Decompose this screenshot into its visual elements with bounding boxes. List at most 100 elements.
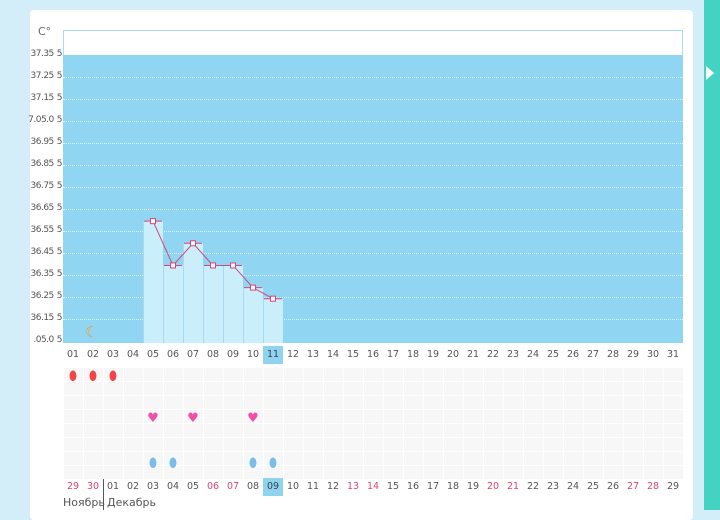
y-tick-label: 36.65 5 bbox=[22, 203, 63, 213]
cycle-day-label[interactable]: 16 bbox=[406, 481, 420, 492]
day-label[interactable]: 25 bbox=[546, 349, 560, 360]
cycle-day-label[interactable]: 28 bbox=[646, 481, 660, 492]
day-label[interactable]: 03 bbox=[106, 349, 120, 360]
y-tick-label: 36.75 5 bbox=[22, 181, 63, 191]
y-tick-suffix: 5 bbox=[56, 313, 63, 323]
day-label[interactable]: 09 bbox=[226, 349, 240, 360]
temperature-bar[interactable] bbox=[143, 221, 163, 343]
heart-icon: ♥ bbox=[187, 411, 199, 426]
cycle-day-label[interactable]: 07 bbox=[226, 481, 240, 492]
cycle-day-label[interactable]: 14 bbox=[366, 481, 380, 492]
day-label[interactable]: 24 bbox=[526, 349, 540, 360]
temperature-bar[interactable] bbox=[243, 287, 263, 343]
cycle-day-label[interactable]: 13 bbox=[346, 481, 360, 492]
cycle-day-label[interactable]: 22 bbox=[526, 481, 540, 492]
temp-point bbox=[190, 240, 196, 247]
y-tick-suffix: 5 bbox=[56, 225, 63, 235]
temperature-plot[interactable] bbox=[63, 55, 683, 343]
day-label[interactable]: 06 bbox=[166, 349, 180, 360]
symptom-grid[interactable] bbox=[63, 367, 683, 480]
day-label[interactable]: 05 bbox=[146, 349, 160, 360]
cycle-day-label[interactable]: 09 bbox=[263, 478, 283, 496]
egg-icon: ⬮ bbox=[248, 456, 258, 471]
day-label[interactable]: 28 bbox=[606, 349, 620, 360]
day-label[interactable]: 11 bbox=[263, 346, 283, 364]
arrow-right-icon[interactable] bbox=[706, 66, 714, 80]
cycle-day-label[interactable]: 01 bbox=[106, 481, 120, 492]
cycle-day-label[interactable]: 24 bbox=[566, 481, 580, 492]
cycle-day-label[interactable]: 30 bbox=[86, 481, 100, 492]
day-label[interactable]: 18 bbox=[406, 349, 420, 360]
cycle-day-label[interactable]: 08 bbox=[246, 481, 260, 492]
cycle-day-label[interactable]: 04 bbox=[166, 481, 180, 492]
moon-icon: ☾ bbox=[85, 323, 99, 341]
y-tick-text: 36.25 bbox=[30, 291, 55, 301]
temp-point bbox=[270, 295, 276, 302]
cycle-day-label[interactable]: 29 bbox=[66, 481, 80, 492]
day-label[interactable]: 13 bbox=[306, 349, 320, 360]
day-label[interactable]: 21 bbox=[466, 349, 480, 360]
y-tick-suffix: 5 bbox=[56, 93, 63, 103]
egg-icon: ⬮ bbox=[148, 456, 158, 471]
cycle-day-label[interactable]: 23 bbox=[546, 481, 560, 492]
temp-point bbox=[150, 218, 156, 225]
y-tick-suffix: 5 bbox=[56, 115, 63, 125]
cycle-day-label[interactable]: 10 bbox=[286, 481, 300, 492]
day-label[interactable]: 30 bbox=[646, 349, 660, 360]
gridline bbox=[63, 77, 683, 78]
day-label[interactable]: 08 bbox=[206, 349, 220, 360]
gridline bbox=[63, 143, 683, 144]
cycle-day-label[interactable]: 26 bbox=[606, 481, 620, 492]
gridline bbox=[63, 275, 683, 276]
day-label[interactable]: 26 bbox=[566, 349, 580, 360]
temperature-bar[interactable] bbox=[203, 265, 223, 343]
y-tick-suffix: 5 bbox=[56, 159, 63, 169]
day-label[interactable]: 10 bbox=[246, 349, 260, 360]
cycle-day-label[interactable]: 12 bbox=[326, 481, 340, 492]
chart-header-box bbox=[63, 30, 683, 55]
day-label[interactable]: 16 bbox=[366, 349, 380, 360]
day-label[interactable]: 17 bbox=[386, 349, 400, 360]
y-tick-suffix: 5 bbox=[56, 335, 63, 345]
day-label[interactable]: 20 bbox=[446, 349, 460, 360]
cycle-day-label[interactable]: 05 bbox=[186, 481, 200, 492]
cycle-day-label[interactable]: 02 bbox=[126, 481, 140, 492]
cycle-day-label[interactable]: 19 bbox=[466, 481, 480, 492]
cycle-day-label[interactable]: 11 bbox=[306, 481, 320, 492]
gridline bbox=[63, 187, 683, 188]
day-label[interactable]: 23 bbox=[506, 349, 520, 360]
day-label[interactable]: 12 bbox=[286, 349, 300, 360]
day-label[interactable]: 04 bbox=[126, 349, 140, 360]
cycle-day-label[interactable]: 20 bbox=[486, 481, 500, 492]
cycle-day-label[interactable]: 25 bbox=[586, 481, 600, 492]
temperature-bar[interactable] bbox=[163, 265, 183, 343]
temperature-line bbox=[144, 218, 282, 302]
y-tick-text: .05.0 bbox=[33, 335, 54, 345]
day-label[interactable]: 01 bbox=[66, 349, 80, 360]
cycle-day-label[interactable]: 21 bbox=[506, 481, 520, 492]
side-panel-tab[interactable] bbox=[704, 0, 720, 510]
cycle-day-label[interactable]: 18 bbox=[446, 481, 460, 492]
cycle-day-label[interactable]: 03 bbox=[146, 481, 160, 492]
month-separator bbox=[103, 479, 104, 510]
day-label[interactable]: 15 bbox=[346, 349, 360, 360]
gridline bbox=[63, 121, 683, 122]
temperature-bar[interactable] bbox=[263, 298, 283, 343]
day-label[interactable]: 14 bbox=[326, 349, 340, 360]
day-label[interactable]: 29 bbox=[626, 349, 640, 360]
heart-icon: ♥ bbox=[247, 411, 259, 426]
cycle-day-label[interactable]: 15 bbox=[386, 481, 400, 492]
temperature-bar[interactable] bbox=[223, 265, 243, 343]
y-tick-text: 36.35 bbox=[30, 269, 55, 279]
day-label[interactable]: 07 bbox=[186, 349, 200, 360]
cycle-day-label[interactable]: 29 bbox=[666, 481, 680, 492]
temperature-bar[interactable] bbox=[183, 243, 203, 343]
cycle-day-label[interactable]: 27 bbox=[626, 481, 640, 492]
day-label[interactable]: 02 bbox=[86, 349, 100, 360]
day-label[interactable]: 22 bbox=[486, 349, 500, 360]
cycle-day-label[interactable]: 17 bbox=[426, 481, 440, 492]
day-label[interactable]: 31 bbox=[666, 349, 680, 360]
day-label[interactable]: 27 bbox=[586, 349, 600, 360]
day-label[interactable]: 19 bbox=[426, 349, 440, 360]
cycle-day-label[interactable]: 06 bbox=[206, 481, 220, 492]
